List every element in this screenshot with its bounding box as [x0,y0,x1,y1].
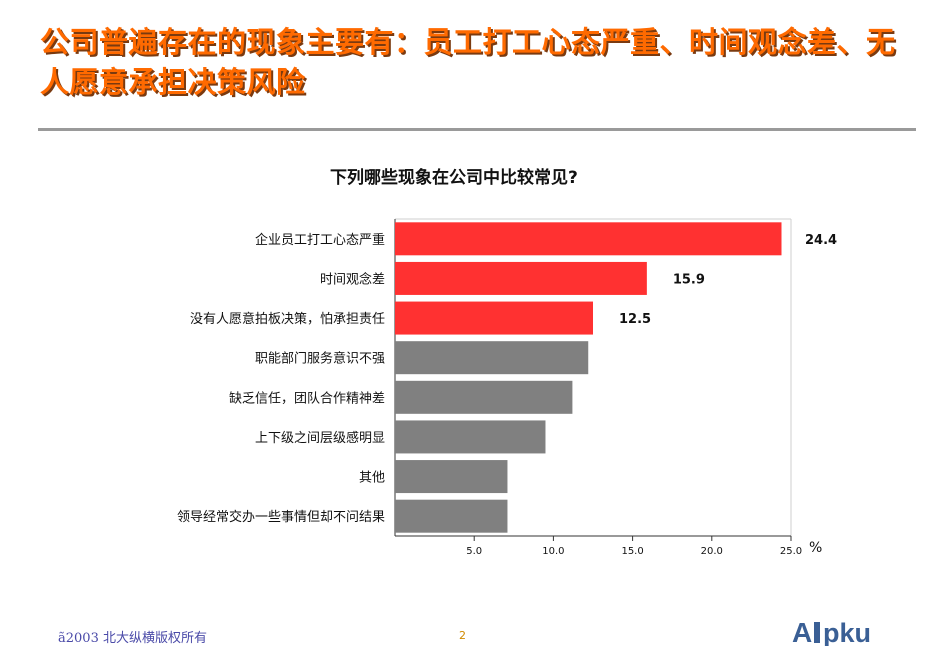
svg-text:A: A [792,617,812,646]
company-logo: A pku [792,617,871,646]
data-label: 12.5 [619,312,651,327]
category-label: 领导经常交办一些事情但却不问结果 [177,509,385,525]
bar [395,499,508,533]
category-label: 企业员工打工心态严重 [255,232,385,248]
x-tick-label: 5.0 [466,546,482,557]
data-label: 15.9 [673,272,705,287]
bar [395,380,573,414]
bar [395,301,593,335]
category-label: 上下级之间层级感明显 [255,430,385,446]
bar [395,460,508,494]
category-label: 职能部门服务意识不强 [255,351,385,367]
copyright-notice: ã2003 北大纵横版权所有 [58,631,207,646]
slide-title: 公司普遍存在的现象主要有：员工打工心态严重、时间观念差、无人愿意承担决策风险 [40,25,896,99]
bar [395,261,647,295]
bar [395,420,546,454]
bar [395,341,589,375]
category-label: 缺乏信任，团队合作精神差 [229,391,385,406]
category-label: 其他 [359,471,385,486]
chart-title: 下列哪些现象在公司中比较常见? [330,168,578,188]
page-number: 2 [459,629,466,642]
bar-chart: 企业员工打工心态严重 24.4 时间观念差 15.9 没有人愿意拍板决策，怕承担责任 12… [177,218,837,557]
svg-text:pku: pku [823,618,871,646]
x-tick-label: 15.0 [621,546,643,557]
x-tick-label: 25.0 [780,546,802,557]
bar [395,222,782,256]
category-label: 没有人愿意拍板决策，怕承担责任 [190,311,385,327]
category-label: 时间观念差 [320,271,385,287]
x-tick-label: 10.0 [542,546,564,557]
data-label: 24.4 [805,233,837,248]
title-divider [38,128,916,131]
x-tick-label: 20.0 [701,546,723,557]
unit-label: % [809,540,822,556]
